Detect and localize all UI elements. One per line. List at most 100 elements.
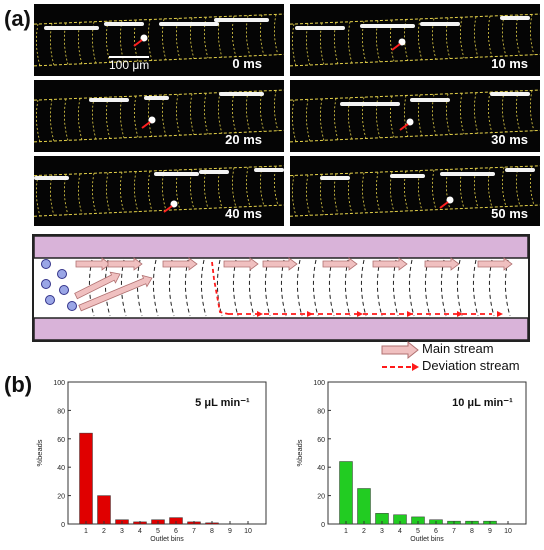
track-edge [34,53,284,67]
track-line [446,169,451,210]
bead-streak [144,96,169,100]
main-stream-arrow [162,257,198,271]
track-line [516,14,521,56]
bar [357,488,371,525]
field-line [440,259,447,317]
field-line [504,259,511,317]
plot-frame [67,381,267,525]
track-line [78,22,83,64]
main-stream-arrow [107,257,143,271]
y-tick-label: 80 [57,408,65,415]
track-line [78,98,83,140]
flow-rate-annotation: 5 μL min⁻¹ [195,397,250,409]
y-tick-label: 0 [321,522,325,529]
tracked-bead [148,116,156,124]
bead-streak [214,18,269,22]
bead-streak [89,98,129,102]
track-line [162,170,167,211]
y-tick-label: 40 [317,465,325,472]
microscopy-frame-0ms: 100 μm 0 ms [34,4,284,76]
track-line [36,99,41,142]
deviation-legend-head [412,363,419,371]
channel-bottom-wall [33,317,529,341]
track-line [36,23,41,66]
bead-streak [254,168,284,172]
field-line [424,259,431,317]
field-line [376,259,383,317]
track-line [134,19,139,62]
bead-streak [410,98,450,102]
frame-time-label: 30 ms [491,132,528,147]
track-line [362,21,367,63]
track-line [460,17,465,59]
channel-track [290,13,540,67]
frame-time-label: 20 ms [225,132,262,147]
deviation-stream-curve [211,261,229,315]
frame-time-label: 50 ms [491,206,528,221]
deviation-arrowhead [407,311,413,317]
track-line [390,19,395,62]
field-line [168,259,175,317]
track-line [190,93,195,135]
bead-streak [390,174,425,178]
track-line [120,172,125,213]
track-line [432,169,437,210]
track-line [460,93,465,135]
microscopy-frame-10ms: 10 ms [290,4,540,76]
frame-channel-graphic [290,89,540,143]
bead [57,269,67,279]
track-line [260,166,265,207]
bead [45,295,55,305]
field-line [312,259,319,317]
track-line [134,95,139,138]
track-line [148,19,153,61]
bead-streak [295,26,345,30]
bead-streak [490,92,530,96]
track-line [106,21,111,63]
tracked-bead [140,34,148,42]
track-line [404,95,409,137]
channel-track [34,13,284,67]
field-line [184,259,191,317]
frame-channel-graphic [34,13,284,67]
tracking-arrow [141,121,151,129]
channel-track [34,89,284,143]
frame-channel-graphic [290,165,540,217]
track-line [92,97,97,140]
deviation-arrowhead [497,311,503,317]
bead-streak [34,176,69,180]
track-line [36,175,41,217]
track-line [64,98,69,141]
track-line [274,166,279,206]
x-axis-label: Outlet bins [410,536,444,543]
tracked-bead [398,38,406,46]
bead-streak [154,172,199,176]
track-line [190,169,195,210]
bead-streak [360,24,415,28]
scale-bar: 100 μm [109,56,150,72]
tracking-arrow [439,201,449,209]
main-stream-arrow [372,257,408,271]
track-line [106,172,111,213]
track-line [474,16,479,58]
track-line [120,96,125,138]
bead-streak [219,92,264,96]
track-line [348,21,353,64]
track-line [292,99,297,142]
track-line [92,173,97,214]
track-line [120,20,125,62]
track-edge [34,89,284,101]
track-line [502,167,507,207]
track-line [530,90,535,131]
track-line [50,174,55,216]
bead [59,285,69,295]
x-tick-label: 2 [102,528,106,535]
field-line [200,259,207,317]
track-line [348,173,353,214]
channel-track [290,165,540,217]
track-line [474,168,479,208]
field-line [104,259,111,317]
track-edge [290,89,540,101]
y-tick-label: 100 [53,380,65,387]
track-line [176,94,181,136]
